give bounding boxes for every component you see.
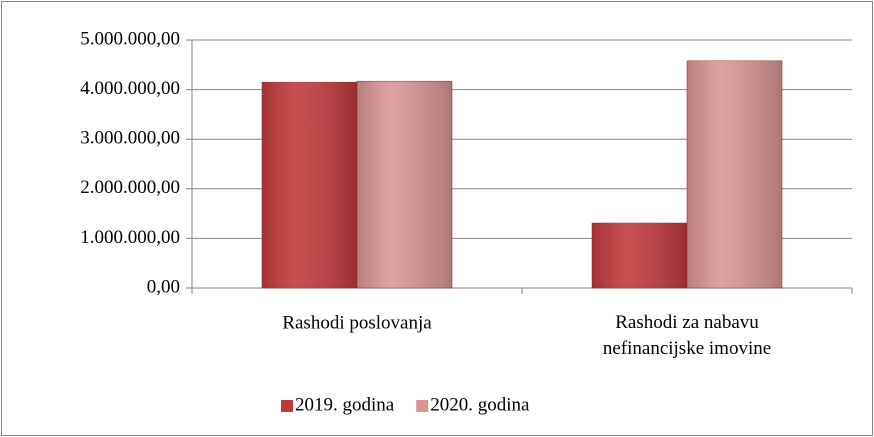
y-tick-label: 2.000.000,00 [80,177,180,198]
x-tick-label: Rashodi poslovanja [282,312,432,333]
bar [686,60,783,289]
legend-label: 2020. godina [430,394,530,415]
bar [356,80,453,289]
legend-swatch [416,400,429,412]
y-tick-label: 4.000.000,00 [80,78,180,99]
legend-swatch [281,400,293,412]
legend-label: 2019. godina [295,394,395,415]
bar [591,222,688,289]
y-tick-label: 0,00 [147,276,180,297]
y-tick-label: 1.000.000,00 [80,227,180,248]
y-tick-label: 3.000.000,00 [80,128,180,149]
x-tick-label: Rashodi za nabavu nefinancijske imovine [603,312,771,359]
bar [261,81,358,289]
y-tick-label: 5.000.000,00 [80,28,180,49]
